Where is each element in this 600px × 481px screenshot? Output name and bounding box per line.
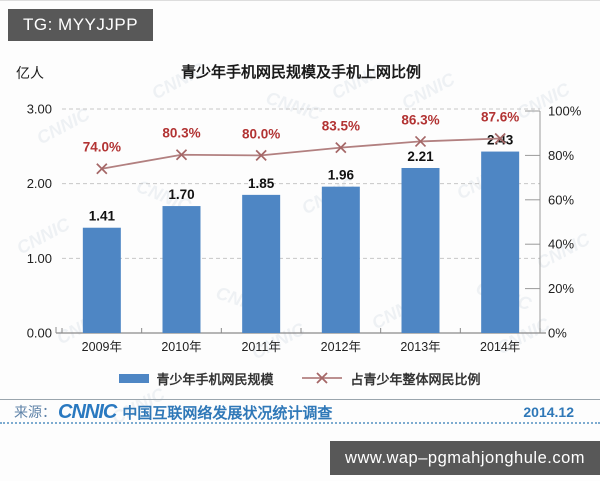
x-axis-category-label: 2011年 [241,340,280,354]
bar-value-label: 1.70 [168,187,194,202]
bar-2012年 [321,186,360,333]
bottom-border-line [0,422,600,424]
line-x-marker [96,163,108,175]
legend-item-line-series: 占青少年整体网民比例 [300,369,481,388]
x-axis-category-label: 2010年 [161,340,201,354]
ratio-line [101,137,501,170]
source-row: 来源： CNNIC 中国互联网络发展状况统计调查 2014.12 [0,401,600,423]
footer-separator [0,399,600,400]
bar-value-label: 2.43 [487,133,514,148]
x-axis-category-label: 2009年 [82,340,122,354]
bar-2010年 [162,206,201,333]
bar-2013年 [401,167,440,333]
left-axis-tick-label: 2.00 [27,176,52,191]
source-prefix: 来源： [14,404,56,420]
bar-value-label: 2.21 [407,149,434,164]
telegram-watermark-badge: TG: MYYJJPP [8,9,154,41]
bar-value-label: 1.85 [248,176,275,191]
right-axis-tick-label: 40% [548,237,574,252]
line-x-marker [494,132,506,145]
bar-2014年 [481,151,520,333]
bar-2009年 [82,227,121,333]
cnnic-logo: CNNIC [58,400,117,423]
left-axis-tick-label: 3.00 [27,102,52,117]
right-axis-tick-label: 0% [548,326,567,341]
website-watermark-badge: www.wap–pgmahjonghule.com [330,441,600,475]
line-series-swatch [301,372,342,384]
left-axis-tick-label: 0.00 [27,326,52,341]
line-x-marker [414,135,427,148]
x-axis-category-label: 2012年 [321,340,361,354]
legend: 青少年手机网民规模 占青少年整体网民比例 [40,368,560,388]
chart-title: 青少年手机网民规模及手机上网比例 [180,64,421,81]
left-axis-tick-label: 1.00 [27,251,52,266]
legend-label-line-series: 占青少年整体网民比例 [350,371,481,387]
right-axis-tick-label: 100% [548,104,582,119]
legend-label-bar-series: 青少年手机网民规模 [156,371,274,387]
line-value-label: 80.3% [162,126,200,141]
x-axis-category-label: 2013年 [400,340,440,354]
line-x-marker [335,142,347,154]
bar-value-label: 1.41 [89,209,116,224]
bar-series-swatch [119,373,150,383]
right-axis-tick-label: 80% [548,148,574,163]
source-text: 中国互联网络发展状况统计调查 [122,404,333,422]
x-axis-category-label: 2014年 [480,340,520,354]
line-value-label: 83.5% [322,119,360,134]
bar-2011年 [242,194,281,333]
left-axis-unit: 亿人 [16,65,44,81]
line-value-label: 74.0% [83,140,121,155]
right-axis-tick-label: 20% [548,281,574,296]
line-value-label: 80.0% [242,126,280,141]
source-date: 2014.12 [523,404,574,420]
line-x-marker [175,149,188,161]
line-value-label: 87.6% [481,110,519,125]
line-value-label: 86.3% [401,112,439,127]
bar-value-label: 1.96 [328,168,355,183]
right-axis-tick-label: 60% [548,192,574,207]
legend-item-bar-series: 青少年手机网民规模 [119,369,274,388]
line-x-marker [255,149,267,162]
